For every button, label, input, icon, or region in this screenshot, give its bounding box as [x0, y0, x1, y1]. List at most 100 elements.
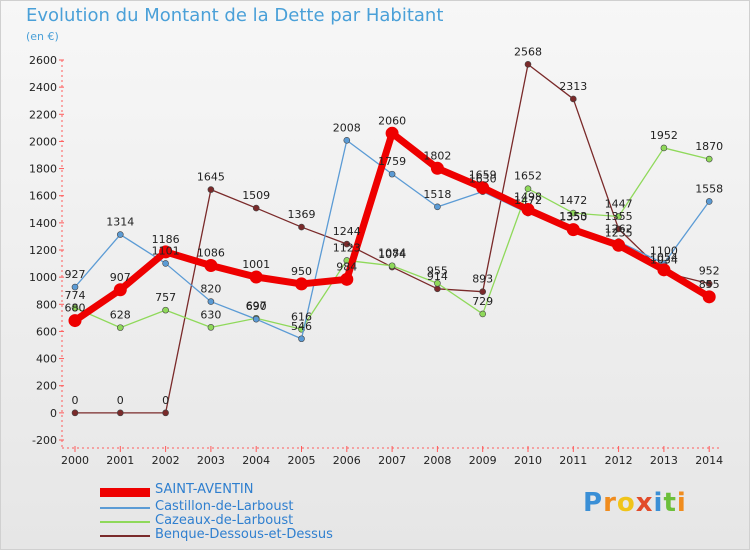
data-point	[343, 137, 351, 144]
data-point	[615, 213, 622, 220]
data-point	[521, 203, 535, 217]
logo-letter: r	[603, 488, 617, 518]
y-tick-label: 1800	[29, 163, 57, 176]
data-label: 1952	[650, 129, 678, 142]
data-label: 1369	[288, 208, 316, 221]
data-label: 820	[200, 283, 221, 296]
data-point	[162, 260, 169, 267]
legend-label: Benque-Dessous-et-Dessus	[155, 527, 333, 542]
data-point	[68, 314, 82, 328]
x-tick-label: 2000	[61, 454, 89, 467]
data-point	[207, 298, 215, 305]
data-point	[705, 198, 713, 205]
data-point	[569, 209, 577, 217]
y-tick-label: 0	[50, 407, 57, 420]
data-label: 1314	[106, 216, 134, 229]
unit-label: (en €)	[26, 30, 59, 43]
data-label: 1074	[378, 248, 406, 261]
logo-letter: x	[635, 488, 654, 518]
data-label: 1518	[423, 188, 451, 201]
data-point	[162, 409, 169, 417]
x-tick-label: 2006	[333, 454, 361, 467]
x-tick-label: 2008	[423, 454, 451, 467]
data-label: 893	[472, 273, 493, 286]
data-point	[71, 304, 79, 312]
data-label: 2060	[378, 114, 406, 127]
data-point	[249, 270, 263, 284]
data-point	[340, 272, 354, 286]
data-label: 628	[110, 309, 131, 322]
logo-letter: t	[663, 488, 677, 518]
data-label: 1350	[559, 211, 587, 224]
data-label: 855	[699, 278, 720, 291]
data-point	[434, 279, 441, 287]
data-label: 1262	[605, 223, 633, 236]
data-label: 950	[291, 265, 312, 278]
data-point	[434, 285, 441, 293]
data-label: 1509	[242, 189, 270, 202]
legend-swatch	[100, 521, 150, 523]
data-label: 1086	[197, 246, 225, 259]
chart-title: Evolution du Montant de la Dette par Hab…	[26, 5, 444, 26]
legend-label: Cazeaux-de-Larboust	[155, 513, 294, 528]
y-tick-label: 1200	[29, 244, 57, 257]
legend-swatch	[100, 535, 150, 537]
data-point	[252, 204, 260, 212]
data-label: 1558	[695, 182, 723, 195]
data-label: 914	[427, 270, 448, 283]
data-label: 1630	[469, 173, 497, 186]
y-tick-label: 600	[36, 325, 57, 338]
x-tick-label: 2012	[605, 454, 633, 467]
data-label: 1645	[197, 171, 225, 184]
data-label: 1244	[333, 225, 361, 238]
data-label: 2313	[559, 80, 587, 93]
x-tick-label: 2011	[559, 454, 587, 467]
data-point	[388, 262, 396, 270]
data-label: 1802	[423, 149, 451, 162]
logo-letter: i	[653, 488, 664, 518]
data-point	[113, 283, 127, 297]
data-point	[705, 280, 713, 287]
data-point	[479, 310, 487, 318]
x-tick-label: 2003	[197, 454, 225, 467]
data-label: 1355	[605, 210, 633, 223]
data-point	[566, 223, 580, 237]
data-label: 729	[472, 295, 493, 308]
logo-letter: o	[616, 488, 636, 518]
data-point	[569, 95, 577, 103]
data-point	[252, 315, 260, 323]
data-point	[298, 223, 305, 231]
data-point	[388, 170, 396, 178]
y-tick-label: 2000	[29, 135, 57, 148]
data-label: 927	[65, 268, 86, 281]
data-label: 546	[291, 320, 312, 333]
data-point	[705, 155, 713, 163]
data-label: 774	[65, 289, 86, 302]
data-point	[434, 203, 441, 211]
y-tick-label: 1600	[29, 190, 57, 203]
data-label: 1123	[333, 241, 361, 254]
data-point	[71, 283, 79, 291]
data-point	[524, 61, 532, 68]
data-label: 955	[427, 264, 448, 277]
data-label: 1472	[559, 194, 587, 207]
data-point	[343, 240, 351, 248]
y-tick-label: -200	[32, 434, 57, 447]
data-label: 697	[246, 299, 267, 312]
data-point	[117, 409, 124, 417]
data-point	[385, 126, 399, 140]
data-point	[204, 258, 218, 272]
data-label: 2568	[514, 45, 542, 58]
y-tick-label: 2400	[29, 81, 57, 94]
x-tick-label: 2001	[106, 454, 134, 467]
data-label: 1054	[650, 251, 678, 264]
y-tick-label: 2600	[29, 54, 57, 67]
y-tick-label: 800	[36, 298, 57, 311]
x-tick-label: 2009	[469, 454, 497, 467]
data-label: 1001	[242, 258, 270, 271]
data-label: 1447	[605, 197, 633, 210]
data-label: 0	[72, 394, 79, 407]
legend-swatch	[100, 507, 150, 509]
data-label: 1759	[378, 155, 406, 168]
data-label: 952	[699, 265, 720, 278]
